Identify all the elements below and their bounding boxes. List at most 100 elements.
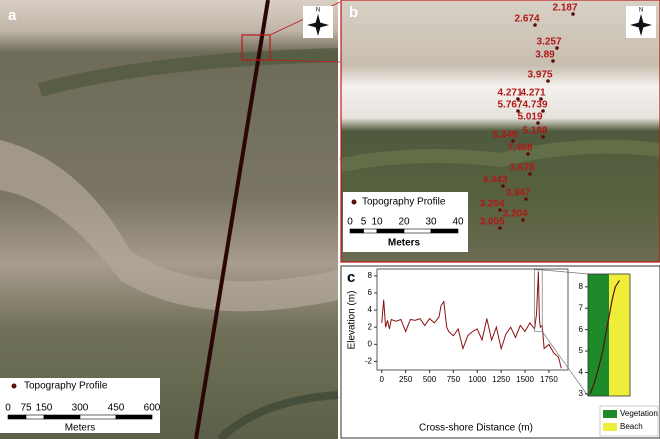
point-label: 3.678 xyxy=(509,163,534,174)
profile-point xyxy=(541,109,545,113)
y-tick-label: 5 xyxy=(579,346,584,355)
point-label: 5.019 xyxy=(517,112,542,123)
point-label: 2.187 xyxy=(552,3,577,14)
channel xyxy=(0,140,338,312)
scale-segment xyxy=(43,414,81,420)
profile-point xyxy=(528,172,532,176)
profile-point xyxy=(546,79,550,83)
profile-point xyxy=(536,121,540,125)
scale-tick-label: 0 xyxy=(5,403,11,414)
scale-tick-label: 20 xyxy=(398,217,410,228)
zoom-box xyxy=(241,34,271,61)
profile-point xyxy=(516,109,520,113)
profile-line xyxy=(589,280,621,395)
point-label: 5.767 xyxy=(497,100,522,111)
scale-tick-label: 150 xyxy=(36,403,53,414)
point-label: 4.739 xyxy=(522,100,547,111)
zone xyxy=(609,274,630,396)
scale-segment xyxy=(376,228,405,234)
profile-point xyxy=(571,12,575,16)
legend-box xyxy=(343,192,468,252)
legend-marker xyxy=(11,383,17,389)
profile-point xyxy=(526,152,530,156)
road xyxy=(217,391,339,439)
point-label: 2.674 xyxy=(514,14,539,25)
point-label: 3.055 xyxy=(479,217,504,228)
scale-tick-label: 600 xyxy=(144,403,161,414)
scale-tick-label: 0 xyxy=(347,217,353,228)
profile-point xyxy=(498,208,502,212)
legend-text: Vegetation xyxy=(620,409,658,418)
y-tick-label: 3 xyxy=(579,389,584,398)
scale-unit: Meters xyxy=(65,423,96,434)
legend-text: Topography Profile xyxy=(362,197,446,208)
point-label: 3.89 xyxy=(535,50,555,61)
y-tick-label: 4 xyxy=(368,305,373,314)
point-label: 3.204 xyxy=(502,209,527,220)
legend-text: Topography Profile xyxy=(24,381,108,392)
vegetation xyxy=(339,139,660,172)
scale-segment xyxy=(25,414,45,420)
scale-segment xyxy=(430,228,459,234)
profile-line xyxy=(194,0,270,439)
zone xyxy=(588,274,609,396)
point-label: 5.188 xyxy=(522,126,547,137)
north-arrow xyxy=(307,14,329,36)
legend-swatch xyxy=(603,410,617,418)
profile-point xyxy=(539,97,543,101)
profile-point xyxy=(524,197,528,201)
north-arrow xyxy=(630,14,652,36)
scale-tick-label: 300 xyxy=(72,403,89,414)
y-tick-label: 8 xyxy=(579,282,584,291)
x-tick-label: 1500 xyxy=(516,375,534,384)
profile-line xyxy=(381,271,562,369)
profile-point xyxy=(498,226,502,230)
profile-point xyxy=(533,23,537,27)
legend-marker xyxy=(351,199,357,205)
scale-tick-label: 30 xyxy=(425,217,437,228)
plot-frame xyxy=(376,268,569,371)
y-tick-label: 2 xyxy=(368,322,373,331)
scale-segment xyxy=(7,414,27,420)
scale-segment xyxy=(349,228,364,234)
y-tick-label: 0 xyxy=(368,339,373,348)
panel-label: b xyxy=(349,4,358,21)
point-label: 3.204 xyxy=(479,199,504,210)
profile-point xyxy=(541,135,545,139)
x-tick-label: 250 xyxy=(399,375,413,384)
y-tick-label: -2 xyxy=(365,357,373,366)
y-tick-label: 4 xyxy=(579,368,584,377)
legend-box xyxy=(0,378,160,433)
x-tick-label: 750 xyxy=(447,375,461,384)
inset-frame xyxy=(587,273,631,397)
north-label: N xyxy=(639,8,643,14)
y-axis-label: Elevation (m) xyxy=(347,291,358,350)
panel-frame xyxy=(340,0,660,263)
profile-point xyxy=(516,97,520,101)
scale-segment xyxy=(403,228,432,234)
panel-label: a xyxy=(8,7,17,24)
y-tick-label: 8 xyxy=(368,271,373,280)
point-label: 3.257 xyxy=(536,37,561,48)
x-tick-label: 500 xyxy=(423,375,437,384)
y-tick-label: 7 xyxy=(579,303,584,312)
scale-tick-label: 40 xyxy=(452,217,464,228)
zoom-line xyxy=(542,269,589,275)
scale-unit: Meters xyxy=(388,238,421,249)
scale-segment xyxy=(115,414,153,420)
zoom-line xyxy=(541,331,589,397)
x-tick-label: 1750 xyxy=(540,375,558,384)
profile-point xyxy=(555,46,559,50)
profile-point xyxy=(551,59,555,63)
profile-point xyxy=(501,184,505,188)
zoom-box xyxy=(534,269,543,332)
north-label: N xyxy=(316,8,320,14)
point-label: 7.468 xyxy=(507,143,532,154)
scale-tick-label: 10 xyxy=(371,217,383,228)
point-label: 3.975 xyxy=(527,70,552,81)
y-tick-label: 6 xyxy=(368,288,373,297)
scale-tick-label: 5 xyxy=(361,217,367,228)
point-label: 4.271 xyxy=(520,88,545,99)
scale-segment xyxy=(79,414,117,420)
